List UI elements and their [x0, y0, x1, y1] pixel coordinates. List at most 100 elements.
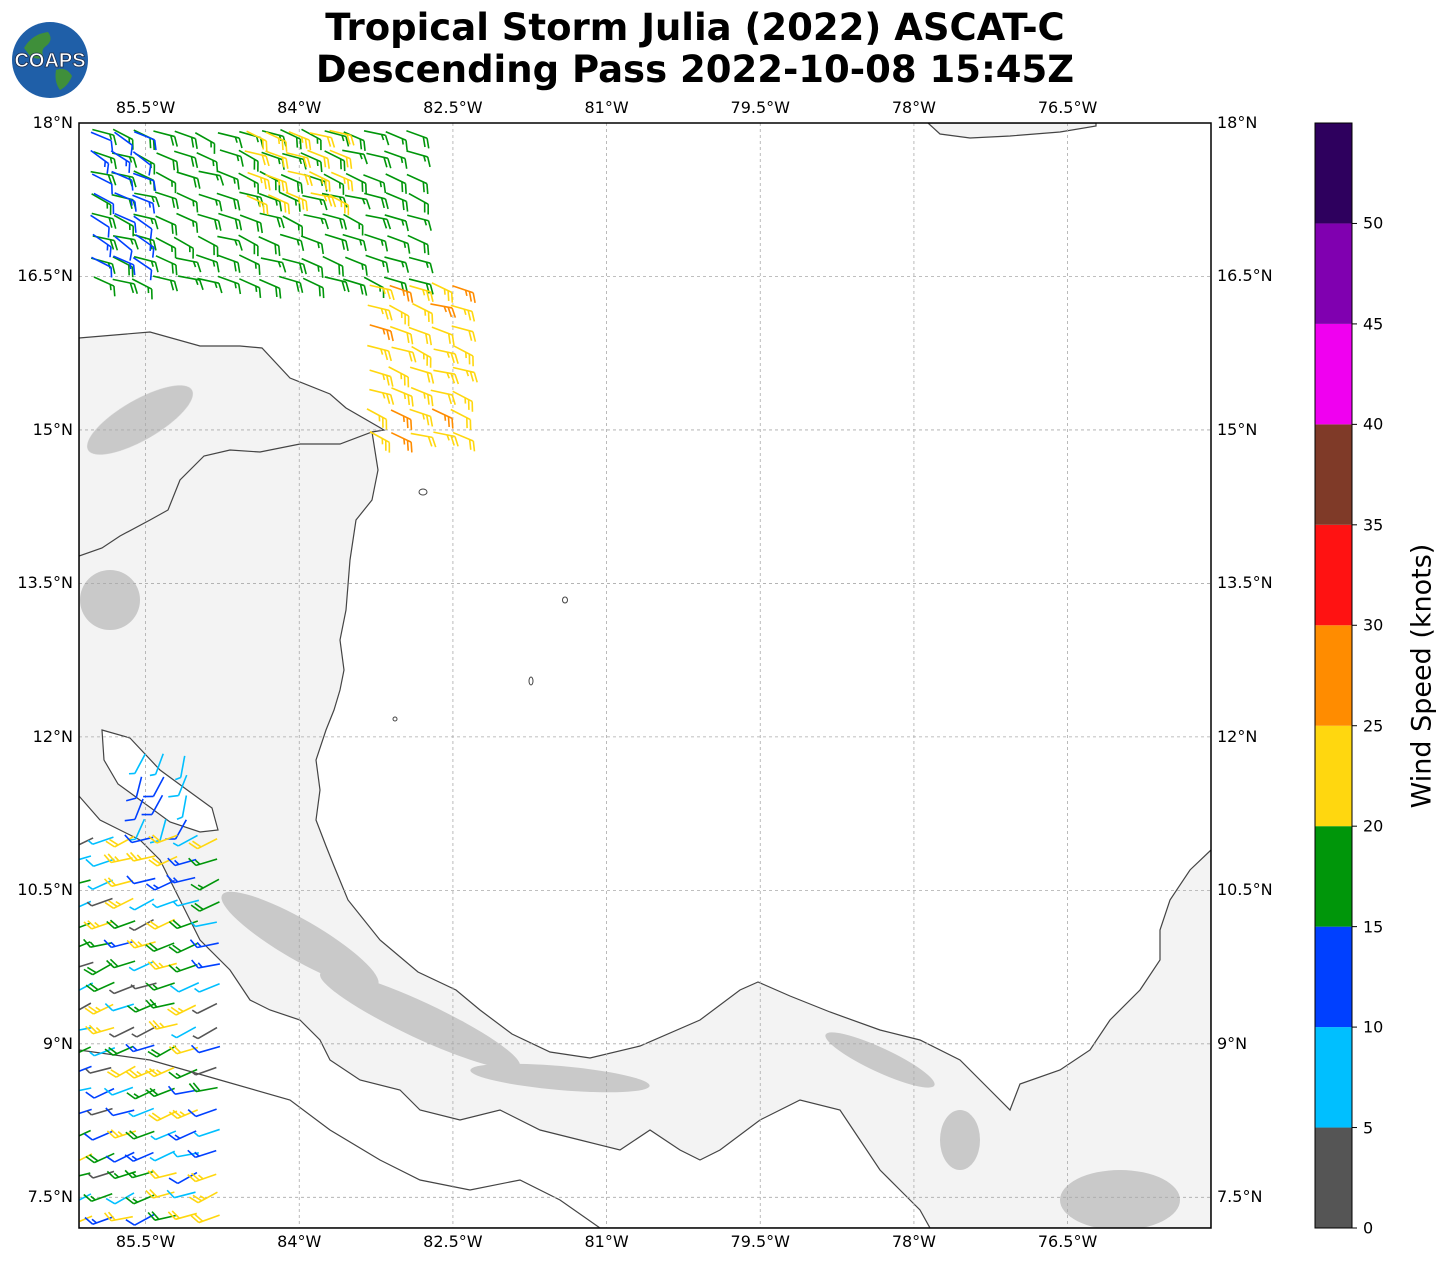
wind-barb: [365, 214, 392, 230]
map-gridlines: [79, 123, 1211, 1228]
wind-barb: [91, 256, 113, 278]
wind-barb: [133, 255, 159, 273]
lon-tick-label-bottom: 81°W: [584, 1232, 629, 1251]
wind-barb: [131, 1025, 157, 1038]
wind-barb: [133, 213, 159, 230]
wind-barb: [170, 982, 200, 993]
wind-barb: [177, 275, 204, 291]
wind-barb: [91, 212, 117, 229]
wind-barb: [188, 838, 218, 850]
wind-barb: [279, 233, 305, 251]
wind-barb: [168, 963, 198, 973]
colorbar-tick-label: 0: [1363, 1218, 1374, 1238]
wind-barb: [79, 1046, 92, 1057]
wind-barb: [150, 1130, 177, 1141]
wind-barb: [112, 278, 139, 294]
lon-tick-label-top: 79.5°W: [730, 98, 790, 117]
wind-barb: [84, 1003, 114, 1015]
wind-barb: [219, 149, 244, 167]
wind-barb: [452, 285, 476, 303]
colorbar-tick-label: 30: [1363, 615, 1384, 635]
wind-barb: [187, 1108, 217, 1118]
wind-barb: [126, 1088, 156, 1100]
wind-barb: [145, 942, 175, 952]
wind-barb: [114, 192, 137, 212]
wind-barb: [408, 192, 429, 215]
wind-barb: [108, 1026, 135, 1038]
wind-barb: [369, 324, 394, 342]
wind-barb: [107, 1065, 136, 1078]
wind-barb: [105, 835, 135, 848]
wind-barb: [342, 233, 367, 252]
colorbar-segment: [1315, 524, 1352, 626]
wind-barb: [288, 131, 312, 151]
wind-barb: [83, 963, 113, 976]
wind-barb: [108, 984, 135, 995]
wind-barb: [286, 151, 312, 169]
wind-barb: [88, 1170, 115, 1179]
wind-barb: [287, 170, 313, 187]
lon-tick-label-top: 76.5°W: [1037, 98, 1098, 117]
wind-barb: [124, 1151, 154, 1162]
wind-barb: [385, 130, 408, 151]
wind-barb: [188, 857, 218, 867]
wind-barb: [278, 275, 304, 293]
wind-barb: [433, 348, 459, 364]
wind-barb: [176, 212, 199, 233]
wind-barb: [193, 1128, 220, 1138]
wind-barb: [125, 776, 143, 802]
wind-barb: [364, 192, 389, 210]
wind-barb: [216, 192, 241, 211]
lon-tick-label-bottom: 85.5°W: [115, 1232, 176, 1251]
lat-tick-label-right: 10.5°N: [1217, 880, 1273, 900]
wind-barb: [171, 1026, 197, 1039]
wind-barb: [217, 254, 241, 273]
wind-barb: [324, 276, 350, 293]
wind-barb: [322, 213, 348, 230]
wind-barb: [79, 1215, 93, 1226]
wind-barb: [282, 152, 307, 170]
wind-barb: [431, 326, 455, 346]
lon-tick-label-bottom: 78°W: [891, 1232, 936, 1251]
lon-tick-label-top: 84°W: [277, 98, 322, 117]
wind-barb: [238, 234, 259, 257]
wind-barb: [79, 1087, 92, 1094]
land-masses: [79, 123, 1211, 1228]
wind-barb: [129, 818, 146, 841]
wind-barb: [131, 278, 153, 300]
wind-barb: [145, 982, 175, 991]
wind-barb: [103, 1086, 134, 1096]
wind-barb: [190, 901, 220, 912]
wind-barb: [87, 836, 114, 846]
wind-barb: [391, 346, 417, 363]
wind-barb: [433, 431, 459, 447]
corn-islands: [392, 716, 398, 722]
wind-barb: [302, 277, 325, 299]
wind-barb: [451, 325, 477, 342]
wind-barb: [126, 851, 156, 862]
colorbar-tick-label: 40: [1363, 414, 1384, 434]
wind-barb: [217, 170, 240, 190]
swan-cay: [418, 488, 428, 496]
colorbar-segment: [1315, 1127, 1352, 1228]
wind-barb: [406, 150, 431, 168]
wind-barb: [133, 130, 157, 151]
terrain-shading: [80, 385, 1180, 1228]
wind-barb: [430, 389, 456, 406]
wind-barb: [247, 171, 271, 191]
wind-barb: [384, 256, 410, 273]
colorbar-tick-label: 15: [1363, 917, 1384, 937]
colorbar-tick-label: 10: [1363, 1017, 1384, 1037]
wind-barb: [86, 1107, 113, 1116]
wind-barb: [132, 256, 153, 281]
wind-barb: [260, 257, 287, 273]
wind-barb: [84, 1216, 114, 1226]
lon-tick-label-top: 82.5°W: [423, 98, 483, 117]
wind-barb: [390, 431, 413, 453]
wind-barb: [176, 171, 201, 189]
wind-barb: [411, 345, 432, 368]
wind-barb: [267, 194, 291, 215]
wind-barb: [246, 130, 268, 152]
wind-barb: [79, 879, 91, 887]
wind-barb: [166, 1189, 196, 1199]
